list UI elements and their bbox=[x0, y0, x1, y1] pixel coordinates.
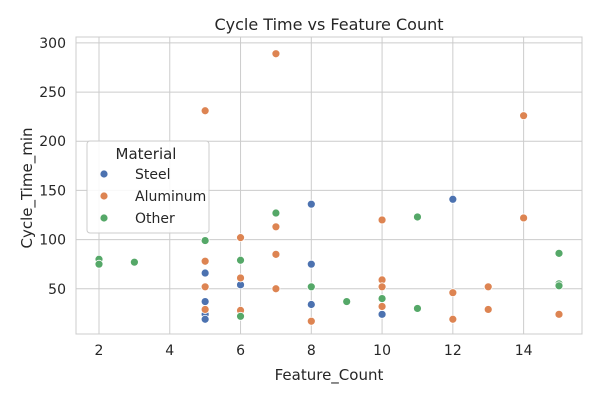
data-point-aluminum bbox=[483, 305, 493, 314]
data-point-other bbox=[413, 304, 422, 313]
data-point-other bbox=[271, 208, 281, 218]
x-axis-label: Feature_Count bbox=[275, 366, 384, 385]
data-point-aluminum bbox=[448, 288, 458, 298]
data-point-aluminum bbox=[377, 302, 387, 311]
legend: Material Steel Aluminum Other bbox=[86, 140, 210, 234]
x-axis-ticks: 2 4 6 8 10 12 14 bbox=[95, 343, 533, 359]
data-point-other bbox=[554, 281, 564, 291]
chart-title: Cycle Time vs Feature Count bbox=[214, 15, 443, 34]
legend-title: Material bbox=[116, 145, 177, 163]
x-tick-label: 4 bbox=[165, 343, 174, 359]
legend-label-aluminum: Aluminum bbox=[135, 189, 206, 205]
data-point-aluminum bbox=[519, 111, 529, 121]
data-points bbox=[94, 49, 564, 326]
y-tick-label: 100 bbox=[39, 233, 66, 249]
data-point-aluminum bbox=[519, 213, 529, 223]
data-point-steel bbox=[448, 194, 458, 204]
y-tick-label: 150 bbox=[39, 183, 66, 199]
legend-label-other: Other bbox=[135, 211, 175, 227]
legend-marker-other bbox=[99, 213, 109, 223]
data-point-aluminum bbox=[200, 282, 210, 292]
x-tick-label: 6 bbox=[236, 343, 245, 359]
data-point-steel bbox=[200, 268, 210, 278]
legend-marker-aluminum bbox=[99, 191, 109, 201]
data-point-aluminum bbox=[306, 316, 316, 326]
y-tick-label: 200 bbox=[39, 134, 66, 150]
data-point-steel bbox=[200, 297, 210, 306]
data-point-steel bbox=[377, 309, 387, 319]
x-tick-label: 14 bbox=[515, 343, 533, 359]
data-point-other bbox=[554, 248, 564, 258]
data-point-other bbox=[236, 255, 245, 265]
data-point-aluminum bbox=[377, 282, 387, 292]
data-point-other bbox=[94, 259, 104, 269]
y-tick-label: 250 bbox=[39, 85, 66, 101]
x-tick-label: 8 bbox=[307, 343, 316, 359]
data-point-steel bbox=[306, 259, 316, 269]
x-tick-label: 2 bbox=[95, 343, 104, 359]
data-point-aluminum bbox=[236, 273, 245, 283]
data-point-aluminum bbox=[271, 284, 281, 294]
data-point-other bbox=[236, 311, 245, 321]
data-point-other bbox=[413, 212, 422, 222]
data-point-aluminum bbox=[200, 256, 210, 266]
data-point-steel bbox=[200, 314, 210, 324]
data-point-aluminum bbox=[483, 282, 493, 292]
legend-box bbox=[86, 140, 210, 234]
x-tick-label: 10 bbox=[373, 343, 391, 359]
data-point-aluminum bbox=[448, 314, 458, 324]
legend-marker-steel bbox=[99, 169, 109, 179]
data-point-aluminum bbox=[271, 222, 281, 232]
y-tick-label: 50 bbox=[48, 282, 66, 298]
data-point-aluminum bbox=[377, 215, 387, 225]
x-tick-label: 12 bbox=[444, 343, 462, 359]
data-point-other bbox=[342, 297, 352, 306]
data-point-steel bbox=[306, 300, 316, 309]
data-point-other bbox=[200, 236, 210, 245]
plot-frame bbox=[75, 36, 583, 335]
data-point-aluminum bbox=[271, 49, 281, 59]
data-point-aluminum bbox=[236, 233, 245, 243]
legend-label-steel: Steel bbox=[135, 167, 171, 183]
data-point-aluminum bbox=[200, 305, 210, 314]
data-point-other bbox=[377, 294, 387, 303]
data-point-other bbox=[306, 282, 316, 292]
y-tick-label: 300 bbox=[39, 36, 66, 52]
data-point-aluminum bbox=[200, 106, 210, 116]
y-axis-ticks: 50 100 150 200 250 300 bbox=[39, 36, 66, 298]
data-point-steel bbox=[306, 199, 316, 209]
data-point-aluminum bbox=[271, 249, 281, 259]
data-point-aluminum bbox=[554, 309, 564, 319]
y-axis-label: Cycle_Time_min bbox=[18, 128, 37, 249]
data-point-other bbox=[129, 257, 139, 267]
